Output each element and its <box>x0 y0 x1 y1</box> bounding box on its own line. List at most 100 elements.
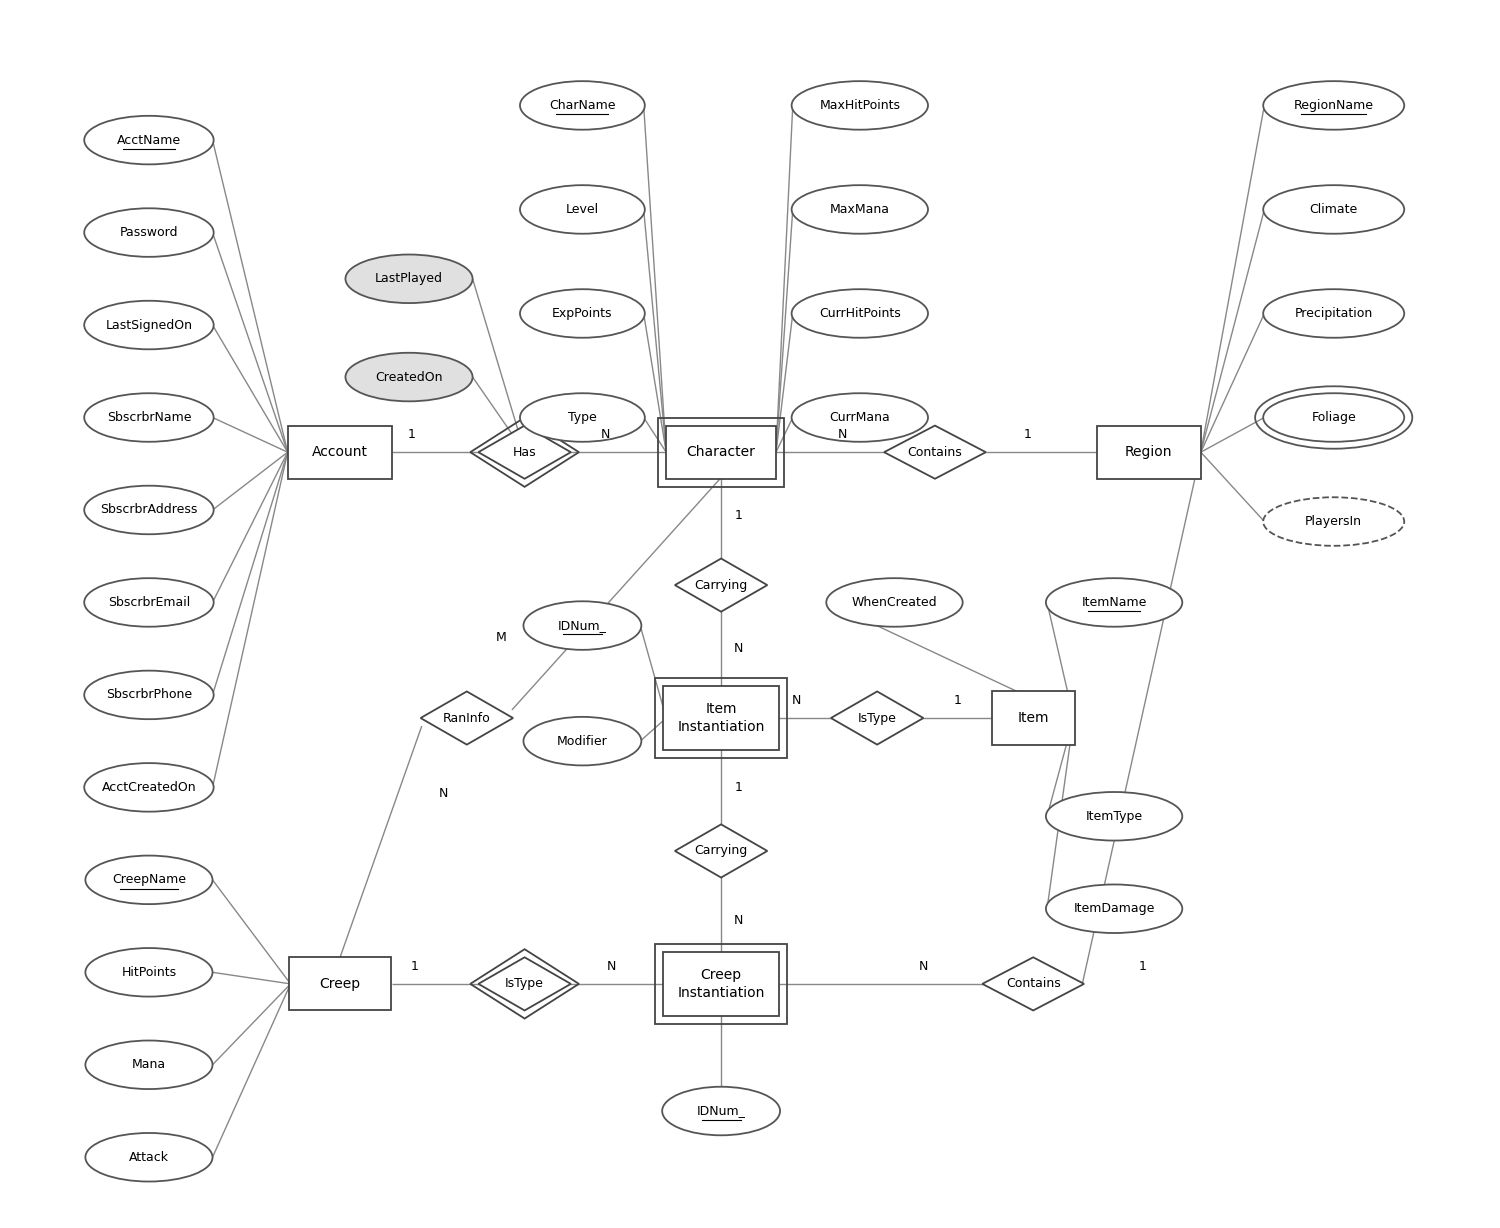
Polygon shape <box>884 426 986 479</box>
Text: Has: Has <box>513 446 537 459</box>
Text: N: N <box>839 429 848 441</box>
Text: HitPoints: HitPoints <box>122 965 177 979</box>
Ellipse shape <box>662 1087 780 1136</box>
Text: CurrHitPoints: CurrHitPoints <box>819 307 900 321</box>
Text: CharName: CharName <box>549 99 615 112</box>
Ellipse shape <box>1263 393 1404 442</box>
Text: N: N <box>440 787 448 799</box>
Ellipse shape <box>792 290 928 338</box>
Text: AcctName: AcctName <box>117 134 182 146</box>
Text: Item: Item <box>1017 711 1048 725</box>
Text: Carrying: Carrying <box>694 578 747 592</box>
Text: Foliage: Foliage <box>1311 411 1356 424</box>
Ellipse shape <box>1046 792 1182 840</box>
Text: Region: Region <box>1125 446 1173 459</box>
Ellipse shape <box>792 81 928 130</box>
Ellipse shape <box>86 948 213 997</box>
FancyBboxPatch shape <box>1096 426 1202 479</box>
Ellipse shape <box>84 115 213 165</box>
Text: IDNum_: IDNum_ <box>696 1104 746 1117</box>
Polygon shape <box>420 691 513 744</box>
Ellipse shape <box>792 393 928 442</box>
Text: IDNum_: IDNum_ <box>558 619 608 632</box>
Text: 1: 1 <box>735 781 742 793</box>
Text: SbscrbrAddress: SbscrbrAddress <box>100 503 198 517</box>
Text: Creep
Instantiation: Creep Instantiation <box>678 968 765 1000</box>
Text: N: N <box>602 429 610 441</box>
Ellipse shape <box>345 254 472 303</box>
Ellipse shape <box>1263 497 1404 545</box>
Ellipse shape <box>84 670 213 720</box>
Text: RegionName: RegionName <box>1293 99 1374 112</box>
Ellipse shape <box>827 578 963 626</box>
Text: SbscrbrName: SbscrbrName <box>106 411 190 424</box>
Text: PlayersIn: PlayersIn <box>1305 515 1362 528</box>
Text: Level: Level <box>566 203 598 216</box>
FancyBboxPatch shape <box>663 952 778 1016</box>
FancyBboxPatch shape <box>666 426 776 479</box>
Text: Carrying: Carrying <box>694 845 747 857</box>
Text: Modifier: Modifier <box>556 734 608 748</box>
Polygon shape <box>478 958 572 1011</box>
Ellipse shape <box>84 763 213 812</box>
Text: SbscrbrPhone: SbscrbrPhone <box>106 689 192 701</box>
Text: CurrMana: CurrMana <box>830 411 890 424</box>
Text: N: N <box>734 642 742 656</box>
Polygon shape <box>982 958 1084 1011</box>
Text: 1: 1 <box>735 510 742 522</box>
Ellipse shape <box>1263 290 1404 338</box>
Text: ItemType: ItemType <box>1086 809 1143 823</box>
FancyBboxPatch shape <box>288 426 392 479</box>
Text: Account: Account <box>312 446 368 459</box>
Text: 1: 1 <box>408 429 416 441</box>
Ellipse shape <box>86 1040 213 1089</box>
Text: Type: Type <box>568 411 597 424</box>
Ellipse shape <box>520 81 645 130</box>
Ellipse shape <box>792 185 928 233</box>
Text: Climate: Climate <box>1310 203 1358 216</box>
Text: RanInfo: RanInfo <box>442 711 491 725</box>
Ellipse shape <box>84 393 213 442</box>
Text: ExpPoints: ExpPoints <box>552 307 612 321</box>
Text: 1: 1 <box>1138 960 1148 973</box>
Ellipse shape <box>524 717 642 765</box>
Text: LastSignedOn: LastSignedOn <box>105 318 192 332</box>
Text: CreepName: CreepName <box>112 873 186 887</box>
Ellipse shape <box>520 290 645 338</box>
Text: Contains: Contains <box>908 446 963 459</box>
Text: ItemDamage: ItemDamage <box>1074 903 1155 915</box>
Text: SbscrbrEmail: SbscrbrEmail <box>108 596 190 609</box>
Text: IsType: IsType <box>506 977 544 990</box>
Ellipse shape <box>84 301 213 349</box>
Text: AcctCreatedOn: AcctCreatedOn <box>102 781 196 793</box>
Ellipse shape <box>524 602 642 650</box>
Text: Creep: Creep <box>320 977 360 991</box>
Polygon shape <box>831 691 924 744</box>
Text: N: N <box>792 694 801 707</box>
Text: IsType: IsType <box>858 711 897 725</box>
Text: CreatedOn: CreatedOn <box>375 371 442 383</box>
Text: 1: 1 <box>411 960 419 973</box>
Text: WhenCreated: WhenCreated <box>852 596 938 609</box>
Text: Mana: Mana <box>132 1059 166 1071</box>
Polygon shape <box>675 824 768 878</box>
FancyBboxPatch shape <box>663 686 778 750</box>
Text: Password: Password <box>120 226 178 239</box>
Ellipse shape <box>86 1133 213 1181</box>
Ellipse shape <box>84 486 213 534</box>
Text: MaxHitPoints: MaxHitPoints <box>819 99 900 112</box>
Ellipse shape <box>1263 185 1404 233</box>
Text: N: N <box>606 960 616 973</box>
Polygon shape <box>478 426 572 479</box>
Text: Character: Character <box>687 446 756 459</box>
Text: Attack: Attack <box>129 1151 170 1164</box>
Text: MaxMana: MaxMana <box>830 203 890 216</box>
Ellipse shape <box>1046 884 1182 933</box>
Polygon shape <box>675 559 768 612</box>
Text: N: N <box>918 960 928 973</box>
Ellipse shape <box>1046 578 1182 626</box>
Ellipse shape <box>84 578 213 626</box>
Ellipse shape <box>86 856 213 904</box>
Text: Precipitation: Precipitation <box>1294 307 1372 321</box>
Ellipse shape <box>1263 81 1404 130</box>
